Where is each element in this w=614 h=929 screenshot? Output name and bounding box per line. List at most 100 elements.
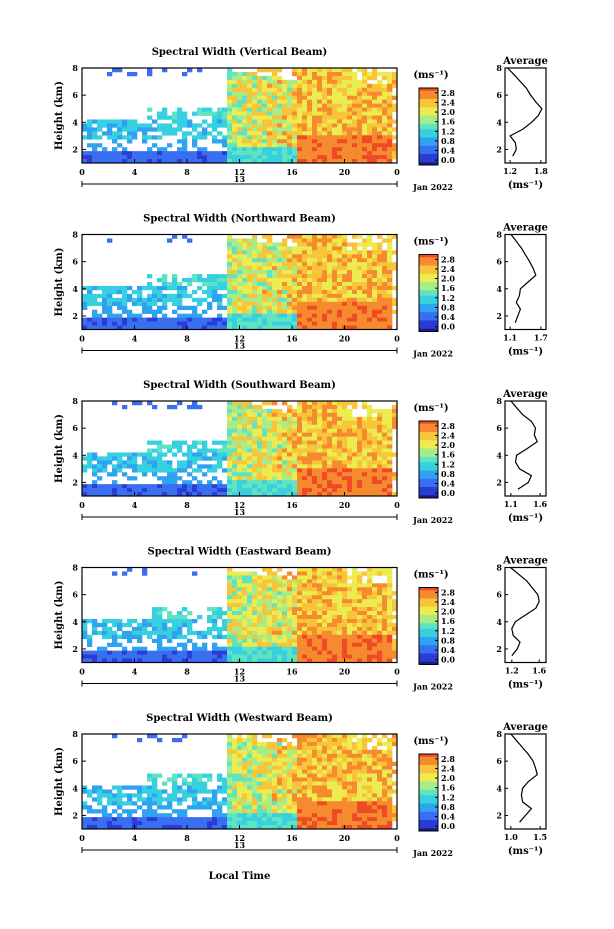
heatmap-cell [232, 436, 238, 441]
heatmap-cell [257, 448, 263, 453]
heatmap-cell [87, 289, 93, 295]
heatmap-cell [342, 301, 348, 307]
heatmap-cell [157, 642, 163, 647]
heatmap-cell [337, 579, 343, 584]
heatmap-cell [237, 79, 243, 85]
heatmap-cell [177, 440, 183, 445]
heatmap-cell [297, 591, 303, 596]
heatmap-cell [272, 444, 278, 449]
heatmap-cell [247, 325, 253, 330]
heatmap-cell [327, 99, 333, 104]
heatmap-cell [392, 650, 398, 655]
heatmap-cell [342, 313, 348, 318]
heatmap-cell [267, 278, 273, 283]
heatmap-cell [362, 488, 368, 493]
heatmap-cell [277, 103, 283, 108]
colorbar-segment [419, 595, 438, 599]
heatmap-cell [182, 313, 188, 318]
heatmap-cell [252, 139, 258, 144]
heatmap-cell [127, 793, 133, 798]
heatmap-cell [127, 321, 133, 326]
heatmap-cell [387, 131, 393, 136]
heatmap-cell [257, 745, 263, 751]
heatmap-cell [237, 765, 243, 770]
heatmap-cell [317, 456, 323, 461]
heatmap-cell [282, 638, 288, 644]
heatmap-cell [327, 579, 333, 584]
heatmap-cell [137, 313, 143, 318]
heatmap-cell [337, 111, 343, 116]
heatmap-cell [342, 654, 348, 659]
heatmap-cell [97, 119, 103, 124]
heatmap-cell [177, 155, 183, 160]
heatmap-cell [252, 460, 258, 465]
heatmap-cell [167, 238, 173, 243]
heatmap-cell [332, 460, 338, 465]
heatmap-cell [342, 234, 348, 239]
colorbar-segment [419, 107, 438, 111]
heatmap-cell [292, 599, 298, 604]
heatmap-cell [277, 464, 283, 469]
heatmap-cell [147, 484, 153, 489]
heatmap-cell [157, 638, 163, 644]
heatmap-cell [282, 428, 288, 433]
heatmap-cell [202, 658, 208, 663]
heatmap-cell [282, 123, 288, 128]
heatmap-cell [192, 151, 198, 156]
heatmap-cell [322, 476, 328, 481]
heatmap-cell [267, 254, 273, 259]
heatmap-cell [267, 250, 273, 255]
heatmap-cell [307, 103, 313, 108]
heatmap-cell [312, 289, 318, 295]
day-label: 13 [234, 341, 246, 351]
heatmap-cell [167, 321, 173, 326]
heatmap-cell [387, 416, 393, 422]
heatmap-cell [337, 139, 343, 144]
heatmap-cell [157, 813, 163, 818]
heatmap-cell [207, 293, 213, 299]
heatmap-cell [242, 238, 248, 243]
heatmap-cell [212, 317, 218, 322]
heatmap-cell [272, 282, 278, 287]
heatmap-cell [372, 571, 378, 576]
heatmap-cell [332, 412, 338, 418]
heatmap-cell [382, 297, 388, 303]
heatmap-cell [192, 789, 198, 794]
heatmap-cell [362, 246, 368, 251]
heatmap-cell [367, 436, 373, 441]
heatmap-cell [287, 250, 293, 255]
heatmap-cell [302, 472, 308, 477]
y-tick-label: 2 [72, 477, 78, 487]
heatmap-cell [312, 404, 318, 410]
heatmap-cell [102, 301, 108, 307]
heatmap-cell [247, 476, 253, 481]
heatmap-cell [367, 242, 373, 247]
heatmap-cell [382, 607, 388, 612]
heatmap-cell [262, 464, 268, 469]
heatmap-cell [132, 634, 138, 640]
heatmap-cell [232, 147, 238, 152]
heatmap-cell [147, 155, 153, 160]
heatmap-cell [152, 781, 158, 786]
heatmap-cell [102, 484, 108, 489]
profile-x-label: (ms⁻¹) [508, 180, 543, 191]
colorbar-segment [419, 437, 438, 441]
heatmap-cell [312, 575, 318, 580]
heatmap-cell [87, 119, 93, 124]
heatmap-cell [307, 68, 313, 73]
heatmap-cell [302, 123, 308, 128]
colorbar-segment [419, 279, 438, 283]
heatmap-cell [282, 83, 288, 89]
heatmap-cell [127, 567, 133, 572]
heatmap-cell [107, 658, 113, 663]
heatmap-cell [372, 246, 378, 251]
heatmap-cell [352, 135, 358, 140]
heatmap-cell [337, 297, 343, 303]
heatmap-cell [342, 488, 348, 493]
heatmap-cell [262, 460, 268, 465]
heatmap-cell [217, 492, 223, 497]
heatmap-cell [177, 107, 183, 112]
heatmap-cell [382, 646, 388, 651]
heatmap-cell [187, 452, 193, 457]
heatmap-cell [122, 127, 128, 132]
